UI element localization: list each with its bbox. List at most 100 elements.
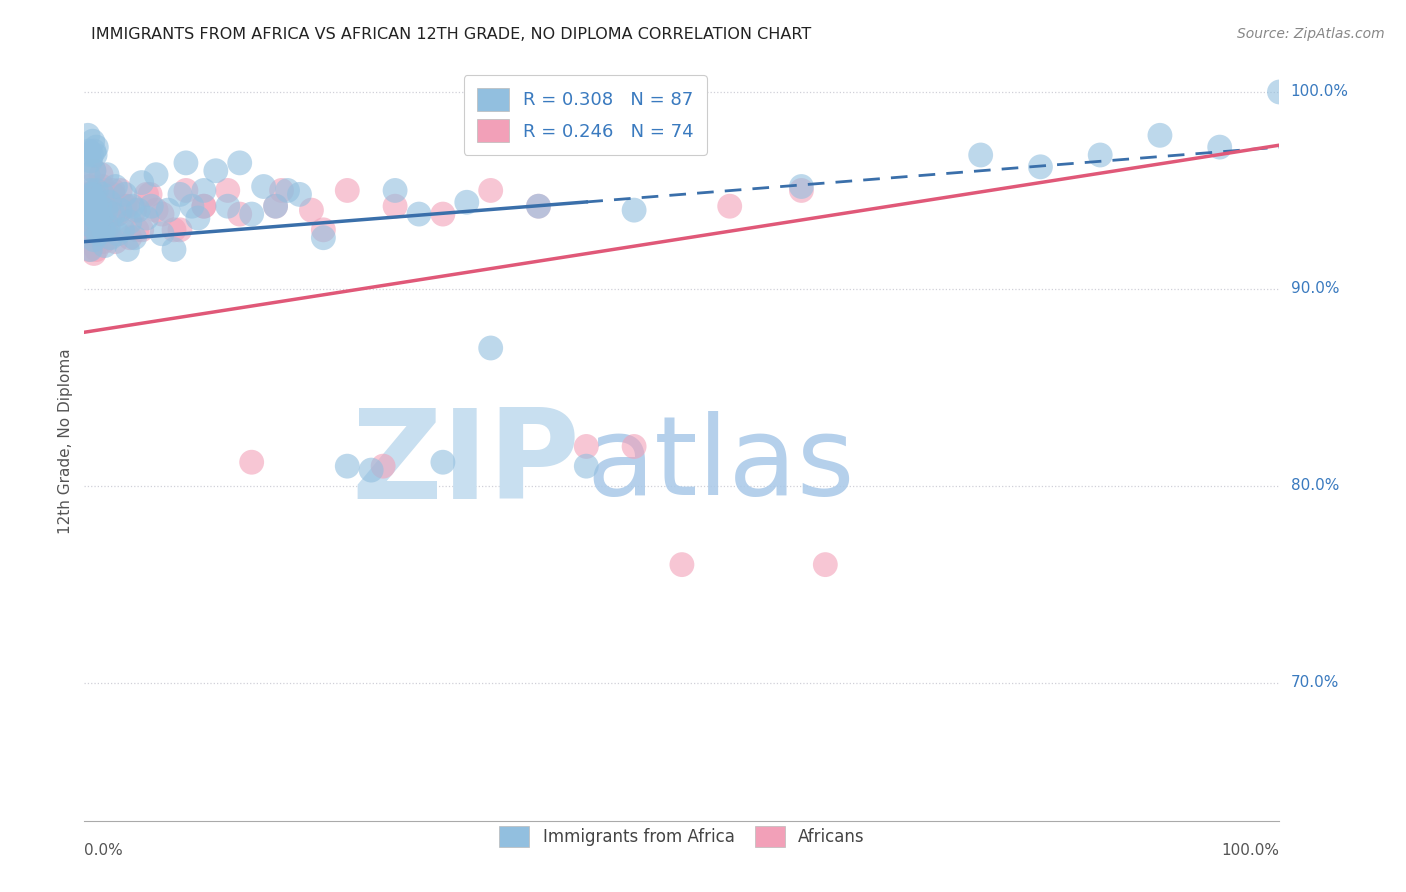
Point [76, 194, 98, 208]
Point [117, 199, 139, 213]
Point [77, 128, 100, 143]
Point [114, 187, 136, 202]
Point [83, 144, 105, 158]
Point [90, 207, 112, 221]
Point [87, 227, 110, 241]
Point [301, 203, 323, 218]
Point [87, 203, 110, 218]
Point [336, 459, 359, 474]
Point [79, 187, 101, 202]
Point [82, 219, 104, 233]
Point [77, 179, 100, 194]
Point [79, 153, 101, 168]
Point [408, 207, 430, 221]
Point [77, 199, 100, 213]
Point [107, 227, 129, 241]
Point [89, 230, 111, 244]
Point [479, 184, 502, 198]
Point [118, 230, 141, 244]
Point [360, 463, 382, 477]
Point [77, 168, 100, 182]
Point [94, 203, 117, 218]
Point [479, 341, 502, 355]
Point [93, 184, 115, 198]
Point [84, 223, 107, 237]
Point [111, 223, 134, 237]
Point [264, 199, 287, 213]
Point [336, 184, 359, 198]
Point [575, 440, 598, 454]
Text: 100.0%: 100.0% [1291, 85, 1348, 100]
Point [82, 134, 104, 148]
Point [270, 184, 292, 198]
Point [193, 184, 215, 198]
Point [77, 144, 100, 158]
Point [169, 187, 191, 202]
Point [1209, 140, 1232, 154]
Point [84, 187, 107, 202]
Point [79, 207, 101, 221]
Point [82, 199, 104, 213]
Point [83, 163, 105, 178]
Point [100, 230, 122, 244]
Point [456, 195, 478, 210]
Y-axis label: 12th Grade, No Diploma: 12th Grade, No Diploma [58, 349, 73, 534]
Point [80, 199, 103, 213]
Point [240, 455, 263, 469]
Point [527, 199, 550, 213]
Point [86, 140, 108, 154]
Point [97, 219, 120, 233]
Point [80, 227, 103, 241]
Point [97, 230, 120, 244]
Text: ZIP: ZIP [352, 404, 581, 524]
Point [86, 184, 108, 198]
Point [94, 223, 117, 237]
Point [229, 207, 252, 221]
Point [101, 187, 124, 202]
Point [79, 243, 101, 257]
Point [91, 179, 114, 194]
Point [82, 195, 104, 210]
Point [104, 235, 127, 249]
Point [94, 195, 117, 210]
Text: 70.0%: 70.0% [1291, 675, 1339, 690]
Point [384, 199, 406, 213]
Point [91, 187, 114, 202]
Point [86, 211, 108, 225]
Point [86, 184, 108, 198]
Point [79, 184, 101, 198]
Point [205, 163, 228, 178]
Point [288, 187, 311, 202]
Point [1268, 85, 1291, 99]
Point [193, 199, 215, 213]
Point [124, 203, 146, 218]
Point [1090, 148, 1112, 162]
Point [135, 211, 157, 225]
Point [124, 230, 146, 244]
Point [229, 156, 252, 170]
Point [131, 176, 153, 190]
Point [84, 148, 107, 162]
Point [141, 199, 163, 213]
Point [83, 163, 105, 178]
Point [131, 223, 153, 237]
Point [790, 184, 813, 198]
Point [575, 459, 598, 474]
Point [145, 168, 167, 182]
Point [384, 184, 406, 198]
Point [150, 227, 173, 241]
Point [970, 148, 993, 162]
Text: IMMIGRANTS FROM AFRICA VS AFRICAN 12TH GRADE, NO DIPLOMA CORRELATION CHART: IMMIGRANTS FROM AFRICA VS AFRICAN 12TH G… [91, 27, 811, 42]
Point [77, 203, 100, 218]
Point [86, 213, 108, 227]
Point [86, 243, 108, 257]
Point [1149, 128, 1171, 143]
Point [83, 187, 105, 202]
Point [193, 199, 215, 213]
Point [76, 203, 98, 218]
Point [89, 199, 111, 213]
Text: 80.0%: 80.0% [1291, 478, 1339, 493]
Text: 90.0%: 90.0% [1291, 281, 1339, 296]
Point [96, 195, 118, 210]
Point [77, 223, 100, 237]
